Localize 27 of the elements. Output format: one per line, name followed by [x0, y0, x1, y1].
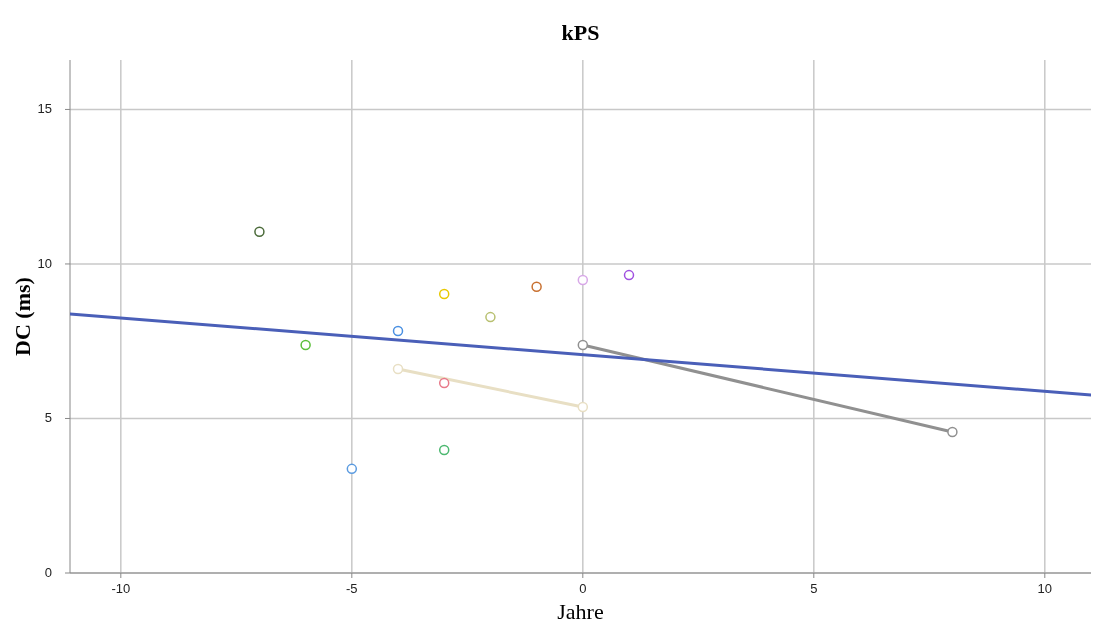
point	[392, 325, 404, 337]
point	[438, 444, 450, 456]
point	[577, 339, 589, 351]
point	[577, 401, 589, 413]
x-tick-label: -10	[111, 581, 131, 596]
y-axis-title: DC (ms)	[10, 277, 35, 356]
point	[254, 226, 265, 238]
point	[577, 274, 589, 286]
point	[531, 281, 542, 293]
x-tick-label: 5	[810, 581, 818, 596]
y-tick-label: 10	[37, 255, 52, 271]
point	[485, 311, 496, 323]
point	[438, 377, 450, 389]
x-tick-label: 0	[579, 581, 587, 596]
point	[438, 288, 450, 300]
y-tick-label: 0	[44, 565, 52, 580]
y-tick-label: 15	[37, 101, 52, 117]
x-axis-title: Jahre	[557, 599, 604, 624]
chart-title: kPS	[561, 20, 600, 45]
x-tick-label: -5	[346, 581, 358, 596]
point	[300, 339, 311, 351]
point	[346, 463, 358, 475]
y-tick-label: 5	[44, 410, 52, 426]
point	[392, 363, 404, 375]
x-tick-label: 10	[1037, 581, 1053, 596]
point	[623, 269, 635, 281]
point	[947, 426, 958, 438]
